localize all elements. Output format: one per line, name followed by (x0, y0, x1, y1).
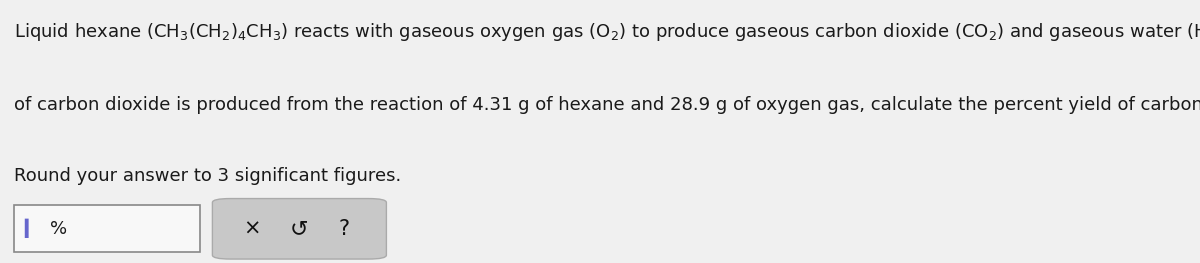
Text: ↺: ↺ (289, 219, 308, 239)
Text: ?: ? (338, 219, 350, 239)
Text: %: % (50, 220, 67, 238)
Text: Round your answer to 3 significant figures.: Round your answer to 3 significant figur… (14, 167, 402, 185)
Text: Liquid hexane $\mathrm{(CH_3(CH_2)_4CH_3)}$ reacts with gaseous oxygen gas $\mat: Liquid hexane $\mathrm{(CH_3(CH_2)_4CH_3… (14, 21, 1200, 43)
Text: of carbon dioxide is produced from the reaction of 4.31 g of hexane and 28.9 g o: of carbon dioxide is produced from the r… (14, 96, 1200, 114)
FancyBboxPatch shape (212, 199, 386, 259)
FancyBboxPatch shape (14, 205, 200, 252)
Text: ▎: ▎ (24, 219, 38, 239)
Text: ×: × (244, 219, 260, 239)
